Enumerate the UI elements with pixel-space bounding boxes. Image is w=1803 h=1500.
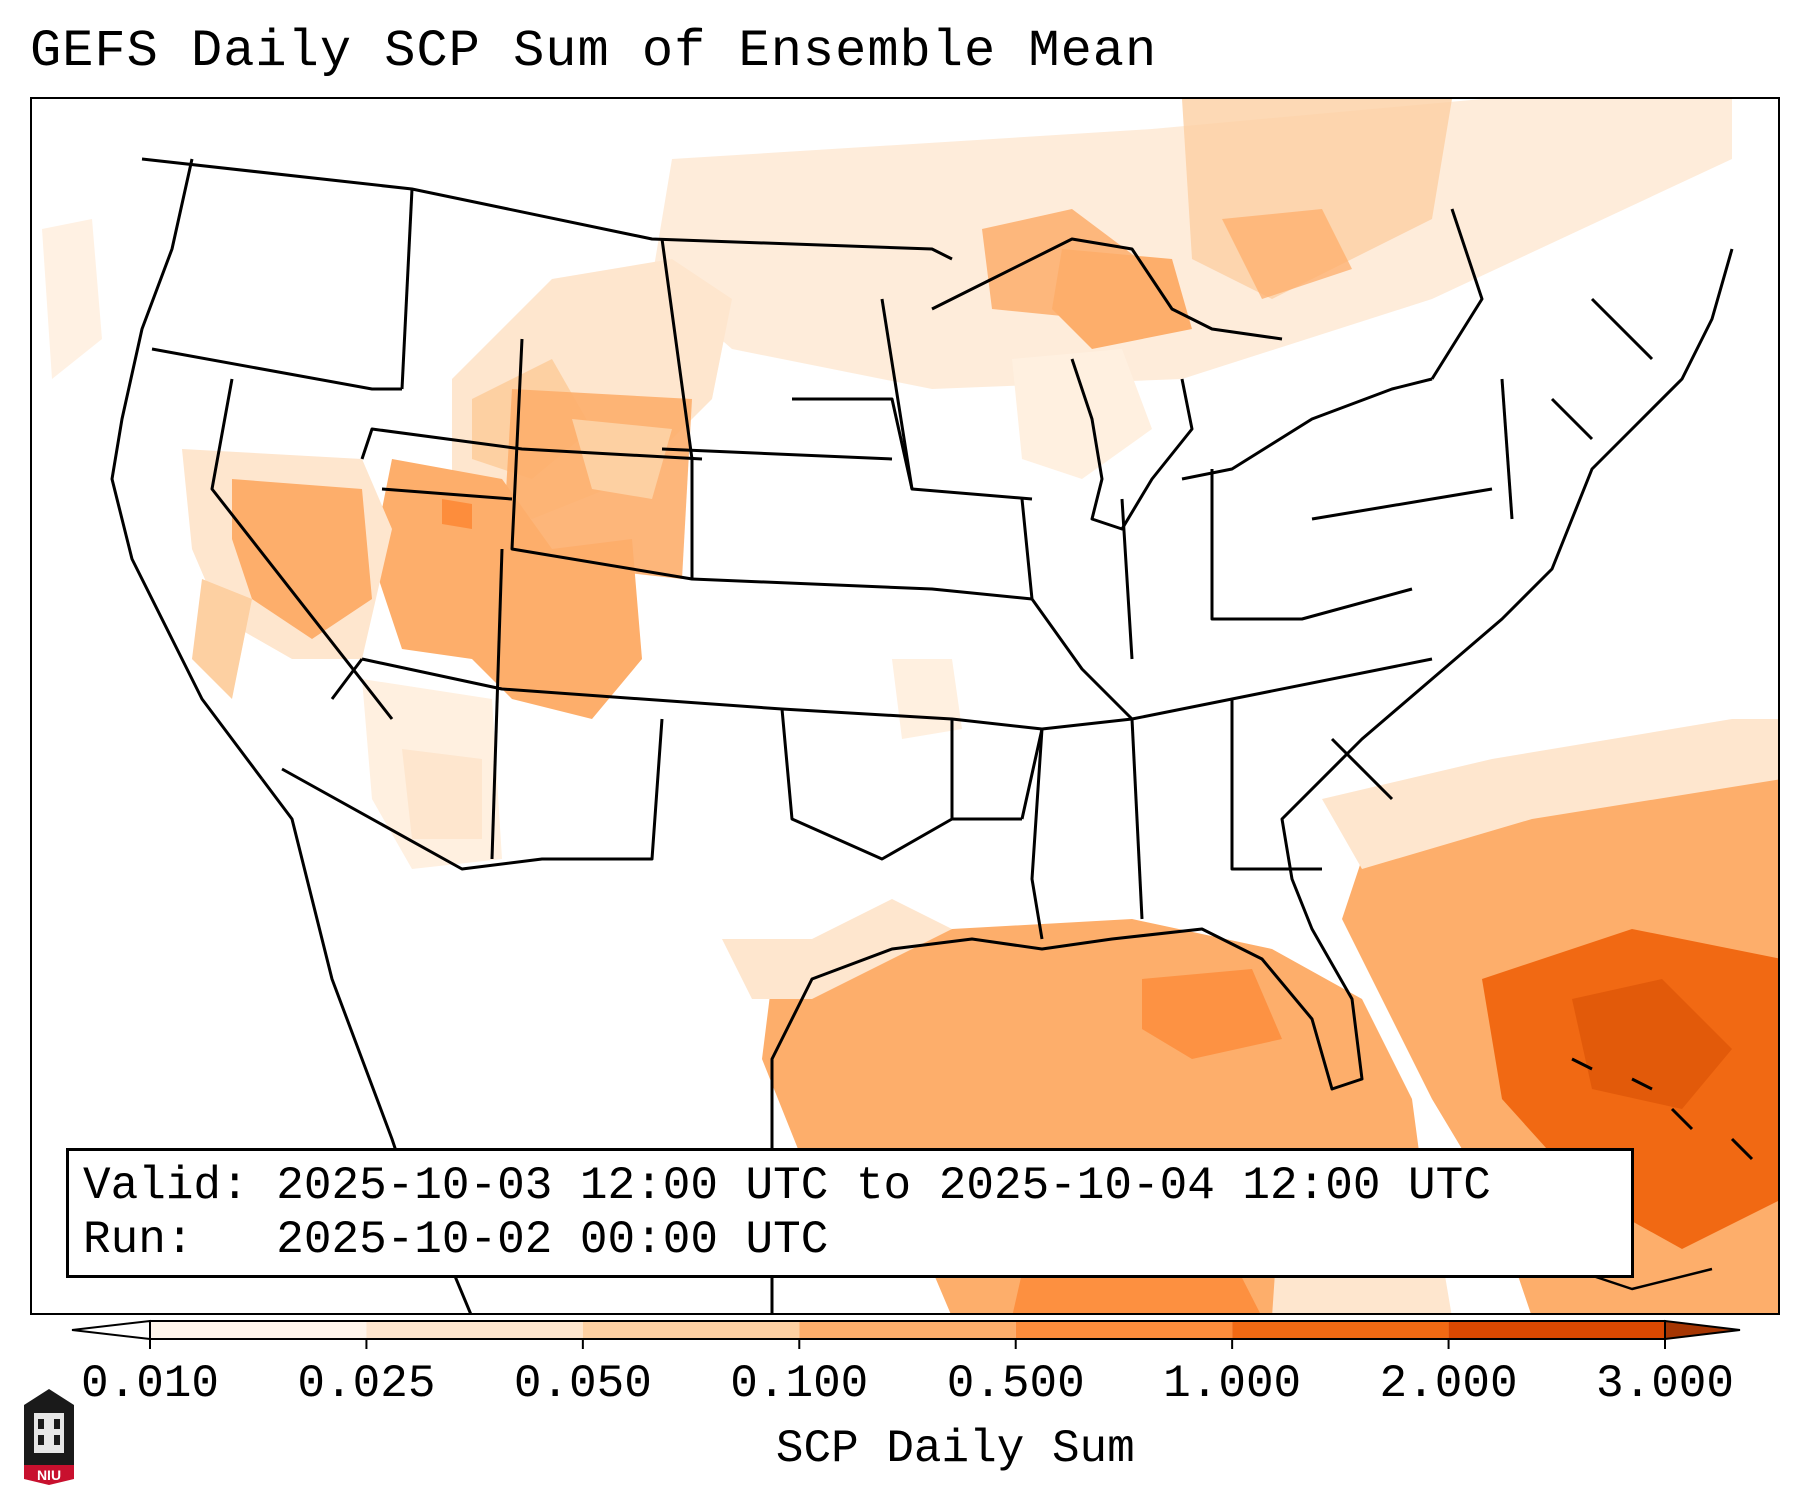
colorbar-tick-label: 0.025 (297, 1358, 436, 1410)
colorbar-segment (1015, 1321, 1233, 1339)
valid-value: 2025-10-03 12:00 UTC to 2025-10-04 12:00… (276, 1160, 1491, 1212)
colorbar-segment (1232, 1321, 1449, 1339)
colorbar-tick-label: 3.000 (1595, 1358, 1735, 1410)
colorbar-tick-label: 1.000 (1163, 1358, 1302, 1410)
colorbar-title: SCP Daily Sum (775, 1423, 1135, 1475)
niu-logo: NIU (24, 1389, 74, 1485)
colorbar (71, 1319, 1741, 1349)
colorbar-segment (1448, 1321, 1665, 1339)
colorbar-tick-label: 0.050 (513, 1358, 652, 1410)
colorbar-over-arrow (1664, 1319, 1741, 1341)
colorbar-segment (150, 1321, 367, 1339)
colorbar-tick-label: 0.100 (730, 1358, 869, 1410)
conus-map (42, 99, 1778, 1313)
colorbar-tick-label: 0.500 (946, 1358, 1085, 1410)
scp-shading (42, 99, 1778, 1313)
colorbar-segment (366, 1321, 583, 1339)
colorbar-tick-label: 0.010 (80, 1358, 220, 1410)
colorbar-under-arrow (71, 1319, 151, 1341)
map-title: GEFS Daily SCP Sum of Ensemble Mean (30, 22, 1158, 81)
colorbar-segment (799, 1321, 1016, 1339)
map-panel (30, 97, 1780, 1315)
valid-label: Valid: (83, 1160, 249, 1212)
colorbar-outline (149, 1320, 1666, 1340)
colorbar-segments (71, 1319, 1741, 1341)
colorbar-segment (582, 1321, 800, 1339)
state-borders (110, 157, 1754, 1313)
colorbar-ticks (149, 1339, 1666, 1349)
logo-text: NIU (37, 1467, 61, 1483)
run-value: 2025-10-02 00:00 UTC (276, 1214, 829, 1266)
run-label: Run: (83, 1214, 194, 1266)
valid-run-box: Valid: 2025-10-03 12:00 UTC to 2025-10-0… (66, 1148, 1634, 1278)
colorbar-tick-label: 2.000 (1379, 1358, 1518, 1410)
